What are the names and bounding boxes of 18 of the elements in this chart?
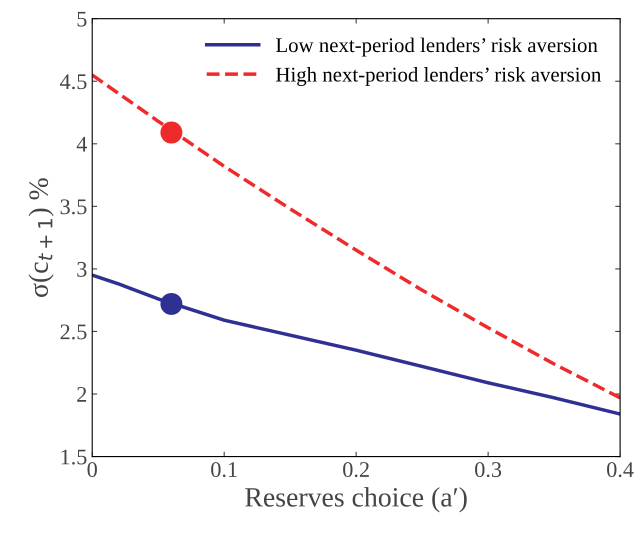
y-tick-label: 2 xyxy=(77,387,86,402)
y-tick-label: 2.5 xyxy=(60,324,86,340)
y-tick-label: 4 xyxy=(76,136,88,152)
x-tick-label: 0.1 xyxy=(211,462,237,478)
y-tick-label: 3.5 xyxy=(60,199,86,214)
y-axis-title: σ(c$_{t+1}$) % xyxy=(28,178,54,297)
x-axis-title: Reserves choice (a′) xyxy=(245,487,467,512)
x-tick-label: 0.4 xyxy=(607,462,634,478)
y-tick-label: 1.5 xyxy=(62,450,86,465)
y-tick-label: 4.5 xyxy=(60,74,86,90)
x-tick-label: 0.3 xyxy=(475,462,502,478)
x-tick-label: 0 xyxy=(88,462,97,478)
y-tick-label: 5 xyxy=(78,12,86,27)
legend-label: High next-period lenders’ risk aversion xyxy=(276,67,602,86)
legend-label: Low next-period lenders’ risk aversion xyxy=(276,38,598,56)
x-tick-label: 0.2 xyxy=(343,462,369,478)
line-series xyxy=(92,273,620,416)
y-tick-label: 3 xyxy=(77,262,86,277)
